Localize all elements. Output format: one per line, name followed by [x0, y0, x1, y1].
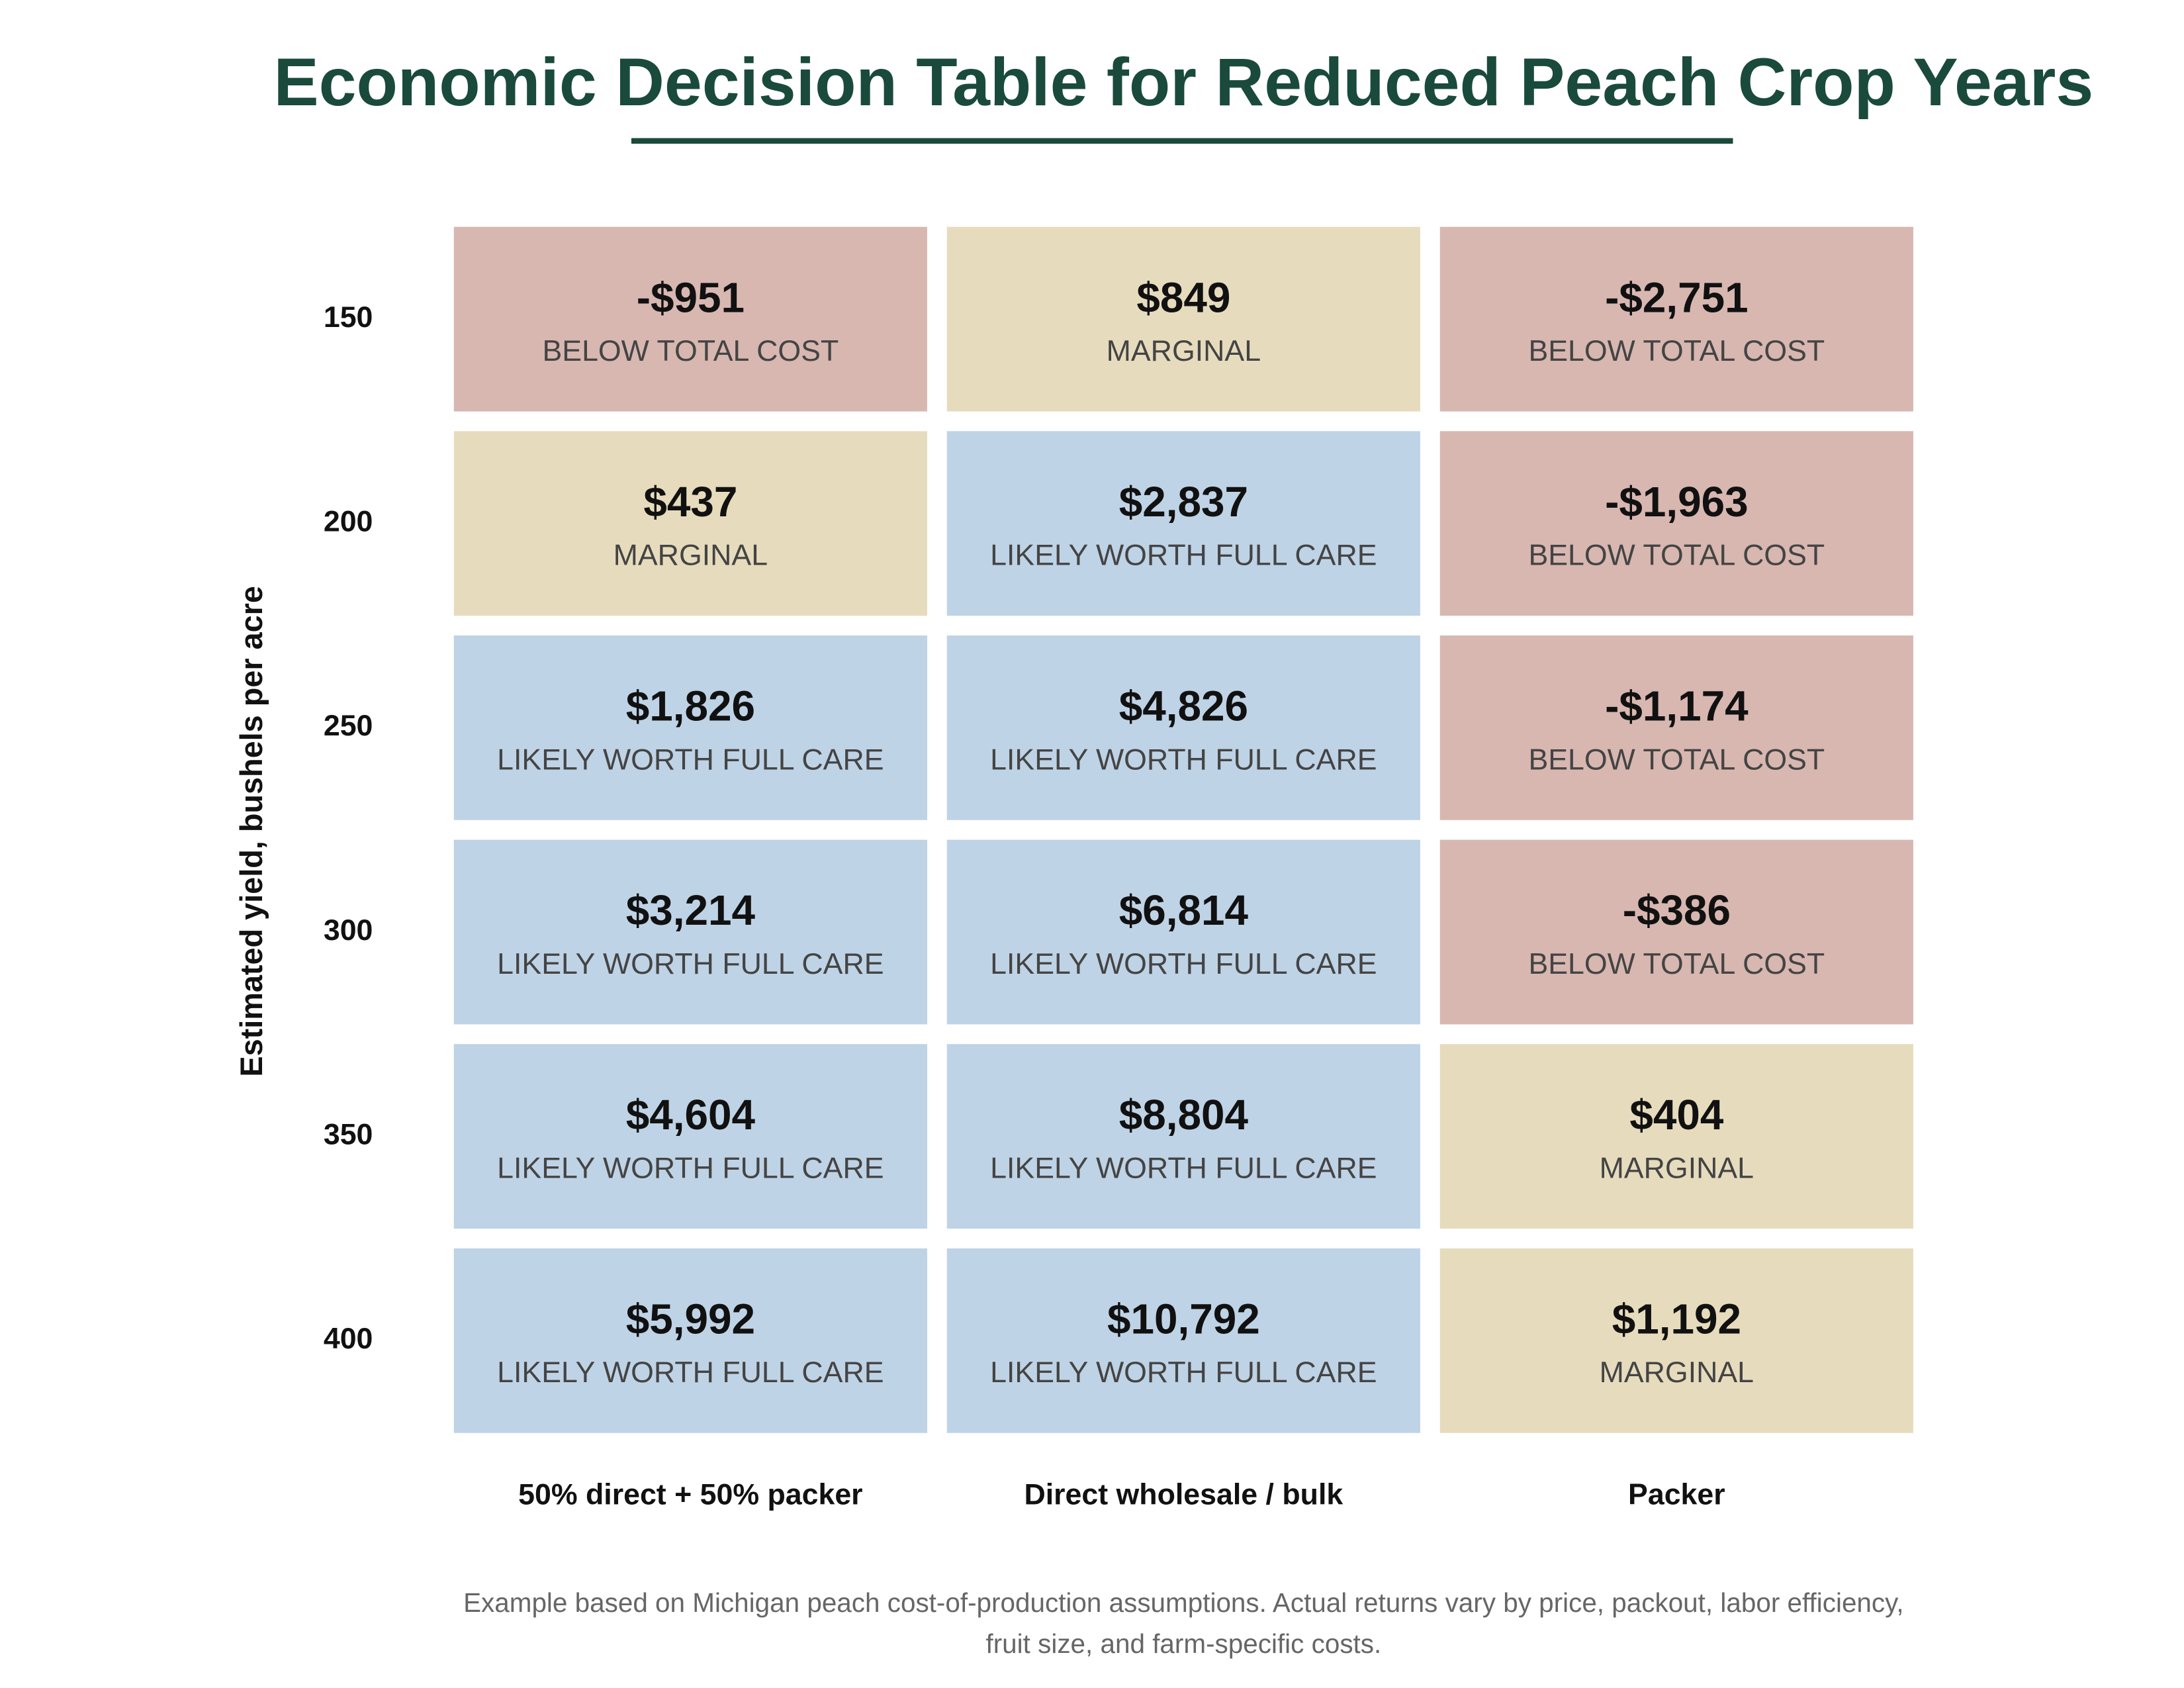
cell-status: LIKELY WORTH FULL CARE: [497, 948, 884, 980]
cell-status: MARGINAL: [614, 539, 768, 572]
cell: [946, 226, 1420, 412]
cell-value: $4,826: [1119, 682, 1248, 730]
cell-value: $437: [643, 478, 737, 526]
cell-value: -$1,174: [1605, 682, 1749, 730]
y-axis-label: Estimated yield, bushels per acre: [234, 586, 269, 1077]
cell: [1439, 635, 1913, 820]
cell: [946, 431, 1420, 616]
cell-status: LIKELY WORTH FULL CARE: [990, 1152, 1377, 1185]
row-label: 300: [324, 914, 373, 947]
cell-value: $8,804: [1119, 1091, 1249, 1139]
footnote: Example based on Michigan peach cost-of-…: [463, 1587, 1904, 1618]
cell-status: BELOW TOTAL COST: [1528, 539, 1825, 572]
cell: [453, 1248, 927, 1433]
row-label: 150: [324, 301, 373, 334]
column-label: 50% direct + 50% packer: [518, 1478, 862, 1511]
cell-value: $3,214: [626, 886, 756, 934]
cell-value: $5,992: [626, 1295, 755, 1343]
cell: [946, 635, 1420, 820]
footnote: fruit size, and farm-specific costs.: [985, 1628, 1381, 1659]
cell: [453, 635, 927, 820]
row-label: 350: [324, 1118, 373, 1150]
cell: [1439, 1248, 1913, 1433]
cell: [946, 1248, 1420, 1433]
cell-status: LIKELY WORTH FULL CARE: [990, 539, 1377, 572]
cell-status: LIKELY WORTH FULL CARE: [497, 743, 884, 776]
cell: [1439, 839, 1913, 1025]
cell-status: MARGINAL: [1600, 1356, 1754, 1389]
cell-status: LIKELY WORTH FULL CARE: [990, 948, 1377, 980]
cell-status: BELOW TOTAL COST: [1528, 743, 1825, 776]
cell: [1439, 431, 1913, 616]
column-label: Direct wholesale / bulk: [1024, 1478, 1343, 1511]
cell-value: $4,604: [626, 1091, 756, 1139]
cell-value: $10,792: [1107, 1295, 1260, 1343]
cell: [946, 839, 1420, 1025]
cell-value: $2,837: [1119, 478, 1248, 526]
cell-value: $1,192: [1612, 1295, 1741, 1343]
cell: [946, 1044, 1420, 1229]
cell-value: $1,826: [626, 682, 755, 730]
cell-status: LIKELY WORTH FULL CARE: [497, 1356, 884, 1389]
cell-value: -$386: [1623, 886, 1731, 934]
cell: [453, 226, 927, 412]
cell-status: BELOW TOTAL COST: [1528, 335, 1825, 367]
cell-status: BELOW TOTAL COST: [1528, 948, 1825, 980]
cell: [453, 1044, 927, 1229]
cell-value: $404: [1629, 1091, 1724, 1139]
cell-status: MARGINAL: [1107, 335, 1261, 367]
cell: [453, 431, 927, 616]
cell-value: -$951: [637, 273, 745, 321]
cell-value: -$2,751: [1605, 273, 1749, 321]
cell-value: $6,814: [1119, 886, 1249, 934]
column-label: Packer: [1628, 1478, 1725, 1511]
row-label: 200: [324, 506, 373, 538]
cell: [453, 839, 927, 1025]
cell-value: $849: [1136, 273, 1230, 321]
cell-status: MARGINAL: [1600, 1152, 1754, 1185]
chart-title: Economic Decision Table for Reduced Peac…: [274, 44, 2094, 120]
cell-status: LIKELY WORTH FULL CARE: [497, 1152, 884, 1185]
cell: [1439, 226, 1913, 412]
row-label: 250: [324, 710, 373, 742]
cell-status: BELOW TOTAL COST: [542, 335, 839, 367]
cell-status: LIKELY WORTH FULL CARE: [990, 743, 1377, 776]
cell-status: LIKELY WORTH FULL CARE: [990, 1356, 1377, 1389]
cell: [1439, 1044, 1913, 1229]
row-label: 400: [324, 1323, 373, 1355]
cell-value: -$1,963: [1605, 478, 1749, 526]
